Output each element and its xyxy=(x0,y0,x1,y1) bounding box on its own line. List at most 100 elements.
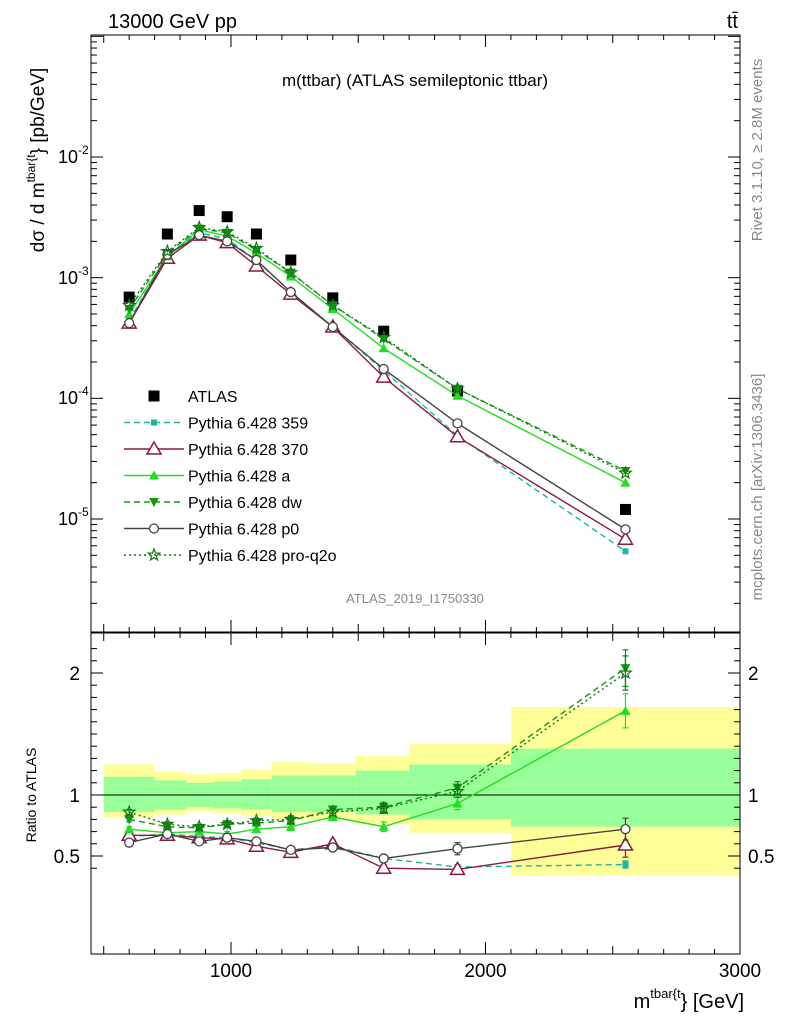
legend-label: Pythia 6.428 p0 xyxy=(188,522,299,539)
y-tick-exponent: -2 xyxy=(78,143,89,157)
ratio-y-tick-label-right: 1 xyxy=(748,786,759,807)
y-tick-label: 10-4 xyxy=(58,384,89,408)
x-tick-labels: 1000 2000 3000 xyxy=(210,961,761,982)
series-line xyxy=(128,234,626,540)
header-right: tt̄ xyxy=(727,11,739,33)
main-series xyxy=(120,205,634,555)
ratio-bands xyxy=(103,707,740,876)
ratio-point xyxy=(620,824,631,835)
legend-marker xyxy=(149,470,159,480)
ratio-y-tick-labels: 0.5 0.5 1 1 2 2 xyxy=(54,664,775,868)
ratio-point xyxy=(327,811,338,821)
ratio-point xyxy=(194,836,205,847)
series-line xyxy=(128,228,626,484)
ratio-line xyxy=(128,672,626,828)
series-point xyxy=(378,363,389,375)
legend: ATLAS Pythia 6.428 359 Pythia 6.428 370 Pyt… xyxy=(124,389,337,565)
ratio-point xyxy=(249,812,264,827)
header-left: 13000 GeV pp xyxy=(108,11,237,33)
legend-marker xyxy=(149,498,159,507)
legend-marker xyxy=(151,419,157,426)
series-point xyxy=(219,224,235,239)
legend-entry: Pythia 6.428 359 xyxy=(124,416,308,433)
y-tick-label: 10-5 xyxy=(58,505,89,529)
ratio-point xyxy=(191,818,207,834)
ratio-point xyxy=(325,804,341,819)
ratio-point xyxy=(283,811,299,826)
series-line xyxy=(128,226,626,474)
legend-marker xyxy=(146,547,162,562)
series-point xyxy=(194,224,205,234)
ratio-point xyxy=(622,861,629,868)
legend-marker xyxy=(145,440,163,455)
legend-entry: Pythia 6.428 dw xyxy=(124,495,302,512)
ratio-point xyxy=(617,836,634,851)
series-line xyxy=(128,234,626,530)
legend-entry: Pythia 6.428 a xyxy=(124,469,290,486)
ratio-point xyxy=(219,816,235,831)
ratio-point xyxy=(327,842,338,853)
ratio-point xyxy=(251,836,262,847)
legend-label: Pythia 6.428 dw xyxy=(188,495,302,512)
series-point xyxy=(618,465,633,480)
ratio-point xyxy=(222,832,233,843)
series-point xyxy=(622,548,629,555)
data-point xyxy=(250,228,262,240)
rivet-label: Rivet 3.1.10, ≥ 2.8M events xyxy=(749,59,766,242)
data-point xyxy=(123,291,135,303)
ratio-y-tick-label: 0.5 xyxy=(54,847,80,868)
series-point xyxy=(325,297,341,312)
ratio-y-axis-label: Ratio to ATLAS xyxy=(23,748,39,843)
y-tick-exponent: -3 xyxy=(78,264,89,278)
data-point xyxy=(161,228,173,240)
ratio-line xyxy=(129,667,626,829)
y-tick-label: 10-3 xyxy=(58,264,89,288)
ratio-y-tick-label-right: 0.5 xyxy=(748,847,774,868)
series-point xyxy=(450,381,465,395)
series-pythia-6.428-p0 xyxy=(124,230,631,535)
x-axis-label: mtbar{t} [GeV] xyxy=(634,986,744,1013)
main-y-axis-label: dσ / d mtbar{t} [pb/GeV] xyxy=(24,68,49,252)
series-point xyxy=(159,243,175,258)
series-point xyxy=(283,265,299,279)
series-point xyxy=(620,524,631,535)
ratio-point xyxy=(162,828,173,840)
ratio-point xyxy=(124,824,135,834)
series-point xyxy=(375,368,392,383)
series-pythia-6.428-dw xyxy=(124,224,631,476)
series-point xyxy=(449,428,466,443)
legend-label: Pythia 6.428 359 xyxy=(188,416,308,433)
legend-entry: ATLAS xyxy=(148,389,238,406)
ratio-frame xyxy=(90,632,741,955)
series-point xyxy=(191,219,207,234)
series-point xyxy=(285,286,296,298)
ratio-point xyxy=(124,815,135,825)
ratio-point xyxy=(378,853,389,864)
series-point xyxy=(620,477,631,487)
series-line xyxy=(128,227,626,472)
series-point xyxy=(376,329,392,344)
legend-label: Pythia 6.428 pro-q2o xyxy=(188,548,337,565)
data-point xyxy=(285,254,297,266)
ratio-point xyxy=(285,821,296,831)
ratio-axis-ticks xyxy=(91,633,741,954)
series-point xyxy=(249,240,264,255)
ratio-line xyxy=(129,828,626,860)
main-frame xyxy=(90,34,741,633)
ratio-point xyxy=(450,783,465,798)
ratio-pythia-6.428-pro-q2o xyxy=(121,655,633,834)
series-point xyxy=(327,321,338,333)
ratio-y-tick-label: 1 xyxy=(69,786,80,807)
series-point xyxy=(378,343,389,353)
series-pythia-6.428-pro-q2o xyxy=(121,219,633,480)
legend-marker xyxy=(148,523,160,534)
ratio-line xyxy=(129,710,626,835)
series-point xyxy=(124,317,135,329)
ratio-point xyxy=(620,705,631,715)
ratio-point xyxy=(449,860,466,876)
series-point xyxy=(452,390,463,400)
mcplots-label: mcplots.cern.ch [arXiv:1306.3436] xyxy=(749,374,766,601)
ratio-panel: 0.5 0.5 1 1 2 2 1000 2000 3000 xyxy=(54,632,775,982)
ratio-pythia-6.428-p0 xyxy=(124,817,631,864)
